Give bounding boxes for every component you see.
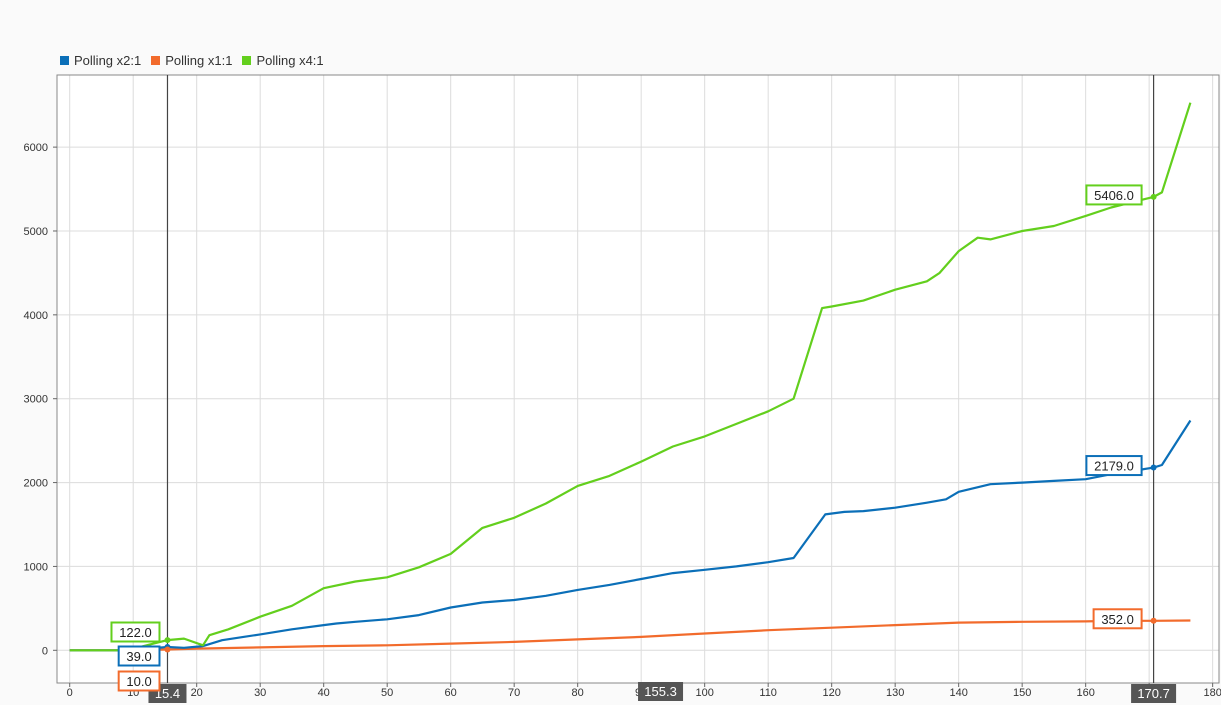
cursor-value-box: 352.0 xyxy=(1092,608,1143,630)
value-box-label: 2179.0 xyxy=(1094,459,1134,474)
legend-item-polling-x1[interactable]: Polling x1:1 xyxy=(151,53,232,68)
x-tick-label: 40 xyxy=(318,687,330,699)
legend: Polling x2:1 Polling x1:1 Polling x4:1 xyxy=(60,53,324,68)
x-tick-label: 140 xyxy=(949,687,967,699)
legend-swatch-blue xyxy=(60,56,69,65)
x-tick-label: 60 xyxy=(445,687,457,699)
cursor-marker xyxy=(164,646,171,653)
value-box-label: 352.0 xyxy=(1101,612,1134,627)
value-box-label: 10.0 xyxy=(126,674,151,689)
cursor-marker xyxy=(1150,464,1157,471)
x-tick-label: 130 xyxy=(886,687,904,699)
cursor-label: 15.4 xyxy=(155,686,180,701)
plot-area xyxy=(57,75,1219,683)
cursor-marker xyxy=(1150,193,1157,200)
value-box-label: 39.0 xyxy=(126,649,151,664)
value-box-border xyxy=(1085,455,1143,477)
y-tick-label: 6000 xyxy=(24,142,48,154)
legend-swatch-green xyxy=(242,56,252,65)
legend-item-polling-x2[interactable]: Polling x2:1 xyxy=(60,53,141,68)
y-tick-label: 2000 xyxy=(24,478,48,490)
legend-label: Polling x1:1 xyxy=(165,53,233,68)
cursor-delta-label: 155.3 xyxy=(644,684,677,699)
cursor-marker xyxy=(1150,617,1157,624)
cursor-value-box: 10.0 xyxy=(117,670,161,692)
y-tick-label: 3000 xyxy=(24,394,48,406)
x-tick-label: 160 xyxy=(1076,687,1094,699)
x-tick-label: 110 xyxy=(759,687,777,699)
x-tick-label: 30 xyxy=(254,687,266,699)
plot-frame xyxy=(56,74,1220,684)
cursor-delta-bg xyxy=(638,682,684,701)
value-box-border xyxy=(110,621,161,643)
y-tick-label: 0 xyxy=(42,645,48,657)
cursor-value-box: 5406.0 xyxy=(1085,184,1143,206)
y-tick-label: 5000 xyxy=(24,226,48,238)
x-tick-label: 0 xyxy=(67,687,73,699)
legend-label: Polling x4:1 xyxy=(256,53,324,68)
value-box-border xyxy=(1085,184,1143,206)
series-line-polling-x4[interactable] xyxy=(69,102,1192,652)
series-line-polling-x1[interactable] xyxy=(69,619,1191,652)
x-tick-label: 100 xyxy=(695,687,713,699)
legend-item-polling-x4[interactable]: Polling x4:1 xyxy=(242,53,324,68)
x-tick-label: 80 xyxy=(572,687,584,699)
x-tick-label: 150 xyxy=(1013,687,1031,699)
value-box-border xyxy=(117,670,161,692)
cursor-label-bg[interactable] xyxy=(1131,684,1177,703)
y-tick-label: 1000 xyxy=(24,561,48,573)
cursor-value-box: 2179.0 xyxy=(1085,455,1143,477)
x-tick-label: 180 xyxy=(1203,687,1221,699)
series-line-polling-x2[interactable] xyxy=(69,419,1192,652)
cursor-marker xyxy=(164,637,171,644)
value-box-label: 5406.0 xyxy=(1094,188,1134,203)
legend-label: Polling x2:1 xyxy=(74,53,142,68)
x-tick-label: 70 xyxy=(508,687,520,699)
x-tick-label: 120 xyxy=(822,687,840,699)
cursor-value-box: 39.0 xyxy=(117,645,161,667)
value-box-label: 122.0 xyxy=(119,625,152,640)
cursor-value-box: 122.0 xyxy=(110,621,161,643)
y-tick-label: 4000 xyxy=(24,310,48,322)
value-box-border xyxy=(1092,608,1143,630)
value-box-border xyxy=(117,645,161,667)
x-tick-label: 20 xyxy=(191,687,203,699)
cursor-label: 170.7 xyxy=(1137,686,1170,701)
legend-swatch-orange xyxy=(151,56,161,65)
x-tick-label: 50 xyxy=(381,687,393,699)
